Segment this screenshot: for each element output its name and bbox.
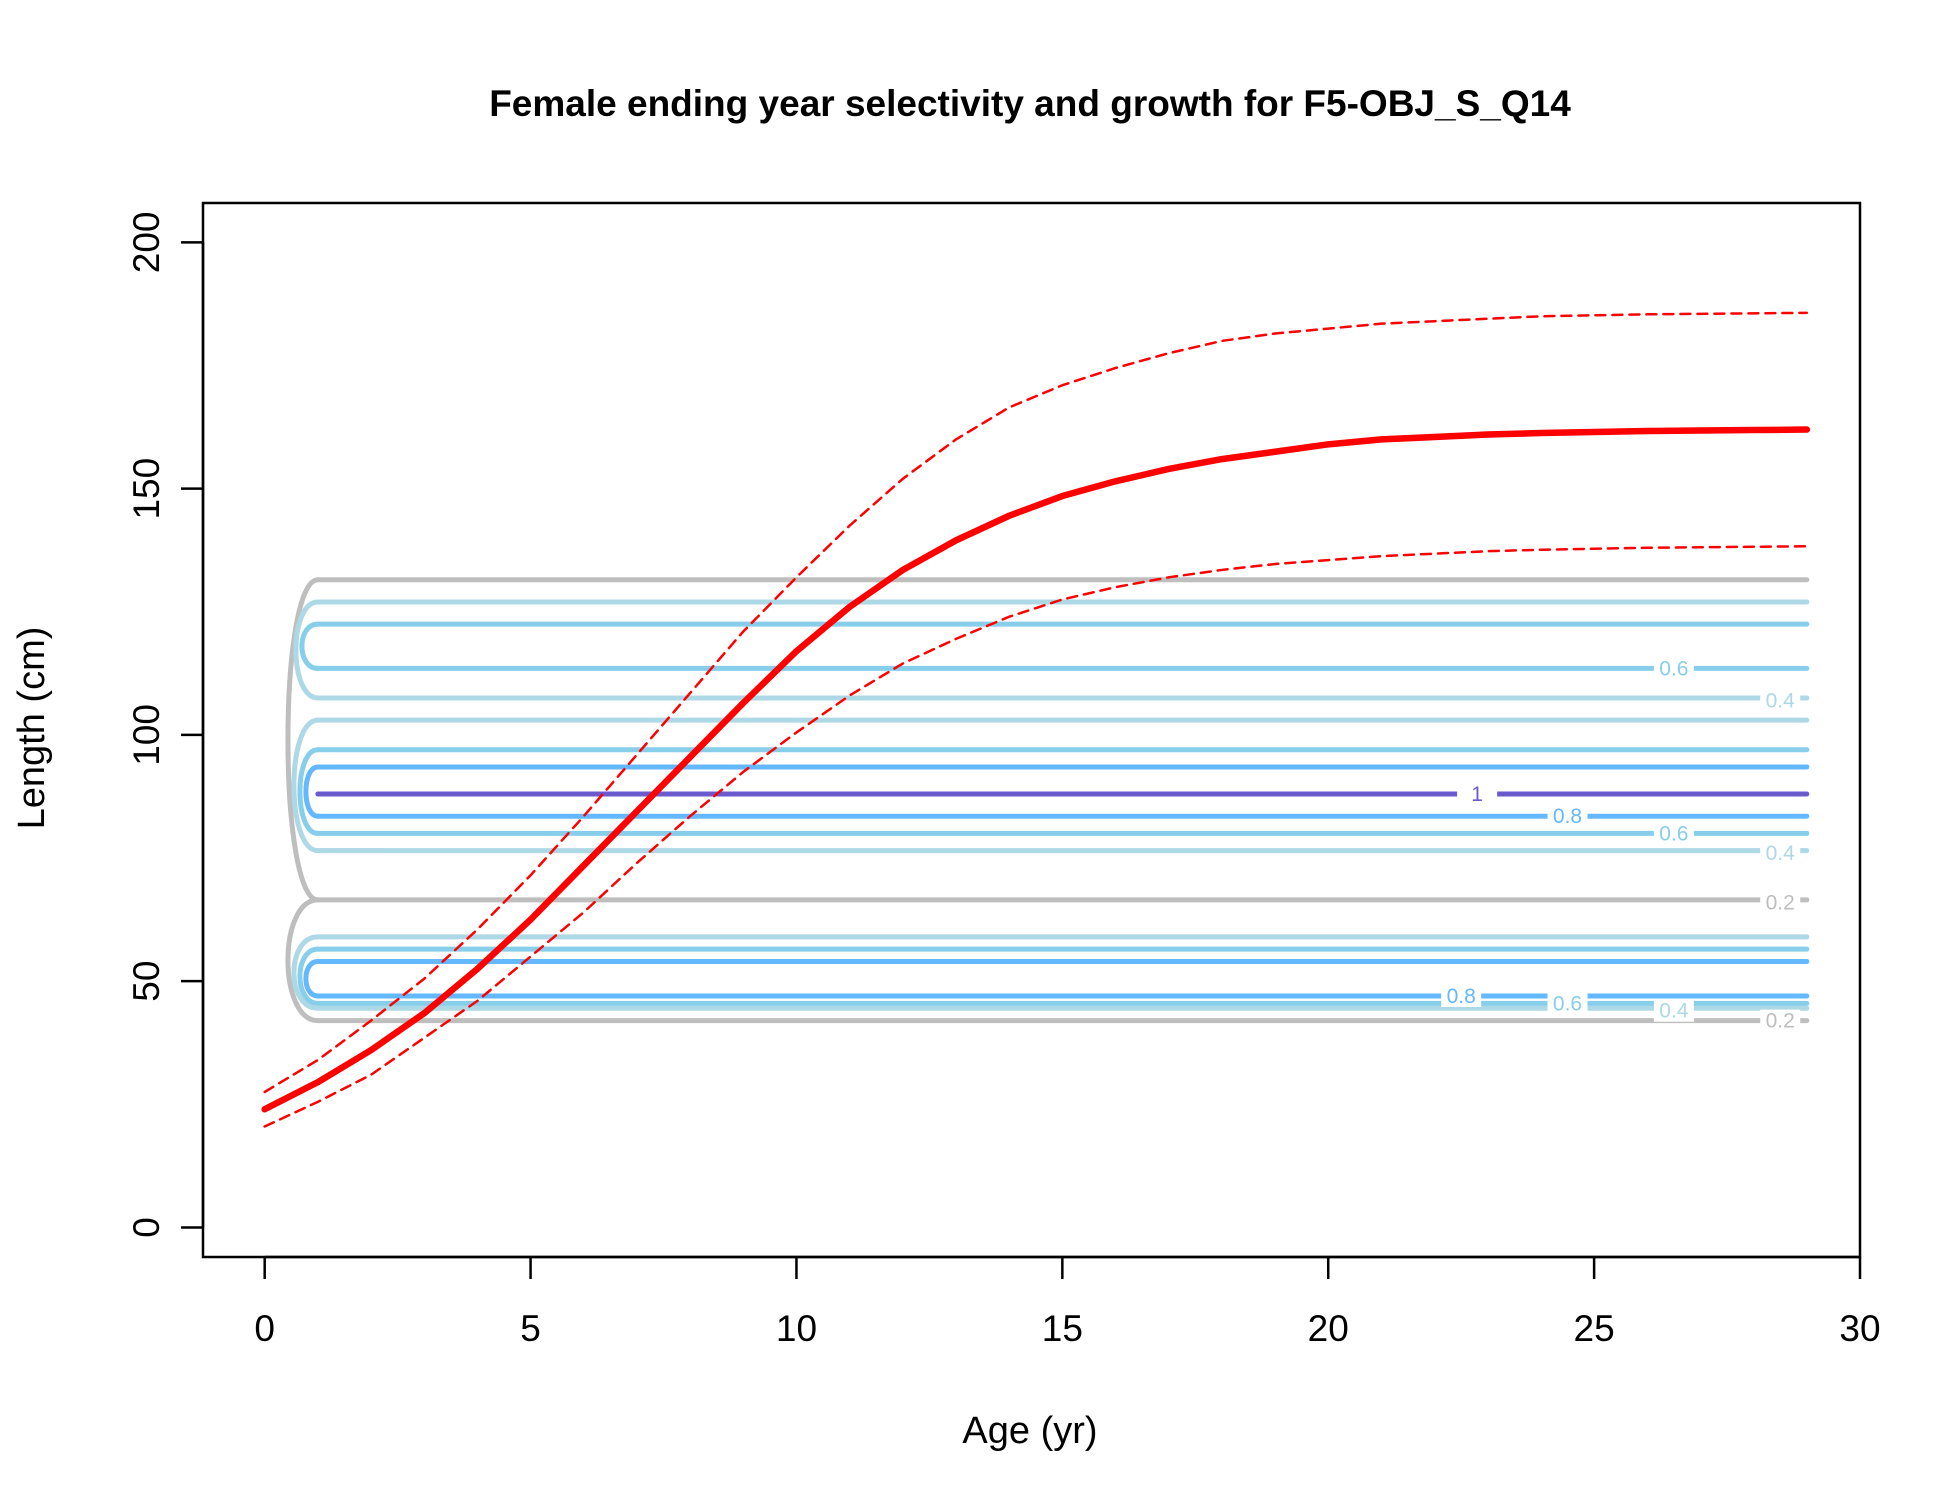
contour-cap-4 <box>293 599 321 701</box>
contour-label-3: 0.8 <box>1553 805 1582 828</box>
y-tick-label-0: 0 <box>126 1217 167 1238</box>
contour-label-bg-1 <box>1760 689 1801 712</box>
x-tick-label-10: 10 <box>776 1308 817 1349</box>
contour-label-1: 0.4 <box>1766 689 1796 712</box>
y-tick-label-150: 150 <box>126 458 167 520</box>
contour-label-layer: 0.6 0.4 1 0.8 0.6 0.4 0.2 0.8 0.6 0.4 0.2 <box>1441 657 1801 1033</box>
contour-label-bg-8 <box>1547 992 1588 1015</box>
x-tick-label-30: 30 <box>1839 1308 1880 1349</box>
y-tick-label-100: 100 <box>126 704 167 766</box>
y-tick-label-50: 50 <box>126 961 167 1002</box>
contour-label-bg-0 <box>1653 657 1694 680</box>
contour-label-bg-4 <box>1653 822 1694 845</box>
chart-title: Female ending year selectivity and growt… <box>489 83 1571 124</box>
contour-cap-9 <box>303 764 321 819</box>
plot-frame <box>201 201 1862 1259</box>
contour-label-bg-2 <box>1457 783 1498 806</box>
contour-cap-2 <box>291 934 321 1011</box>
x-tick-label-0: 0 <box>254 1308 275 1349</box>
contour-label-4: 0.6 <box>1659 822 1688 845</box>
y-axis-label: Length (cm) <box>11 627 53 830</box>
x-tick-label-15: 15 <box>1042 1308 1083 1349</box>
y-axis: 0 50 100 150 200 <box>126 212 205 1238</box>
contour-label-5: 0.4 <box>1766 842 1796 865</box>
contour-cap-1 <box>285 577 321 903</box>
contour-label-0: 0.6 <box>1659 657 1688 680</box>
contour-layer <box>285 577 1810 1024</box>
contour-label-8: 0.6 <box>1553 992 1582 1015</box>
contour-label-bg-6 <box>1760 891 1801 914</box>
contour-cap-0 <box>285 897 321 1024</box>
contour-cap-8 <box>303 958 321 999</box>
contour-label-6: 0.2 <box>1766 891 1795 914</box>
contour-cap-6 <box>297 747 321 836</box>
growth-curve-mean <box>261 426 1811 1113</box>
contour-label-bg-3 <box>1547 805 1588 828</box>
contour-label-2: 1 <box>1471 783 1483 806</box>
x-axis-label: Age (yr) <box>962 1410 1097 1452</box>
contour-label-bg-10 <box>1760 1009 1801 1032</box>
x-tick-label-5: 5 <box>520 1308 541 1349</box>
contour-label-10: 0.2 <box>1766 1010 1795 1033</box>
growth-curve-lower <box>263 545 1809 1128</box>
contour-label-bg-9 <box>1653 999 1694 1022</box>
x-tick-label-20: 20 <box>1308 1308 1349 1349</box>
contour-label-bg-5 <box>1760 842 1801 865</box>
x-tick-label-25: 25 <box>1574 1308 1615 1349</box>
x-axis: 0 5 10 15 20 25 30 <box>254 1255 1881 1349</box>
contour-label-bg-7 <box>1441 984 1482 1007</box>
contour-cap-3 <box>291 717 321 854</box>
contour-label-9: 0.4 <box>1659 1000 1689 1023</box>
contour-cap-5 <box>297 946 321 1006</box>
series-layer <box>261 311 1811 1128</box>
y-tick-label-200: 200 <box>126 212 167 274</box>
growth-curve-upper <box>263 311 1809 1094</box>
contour-label-7: 0.8 <box>1447 985 1476 1008</box>
contour-cap-7 <box>299 621 321 671</box>
